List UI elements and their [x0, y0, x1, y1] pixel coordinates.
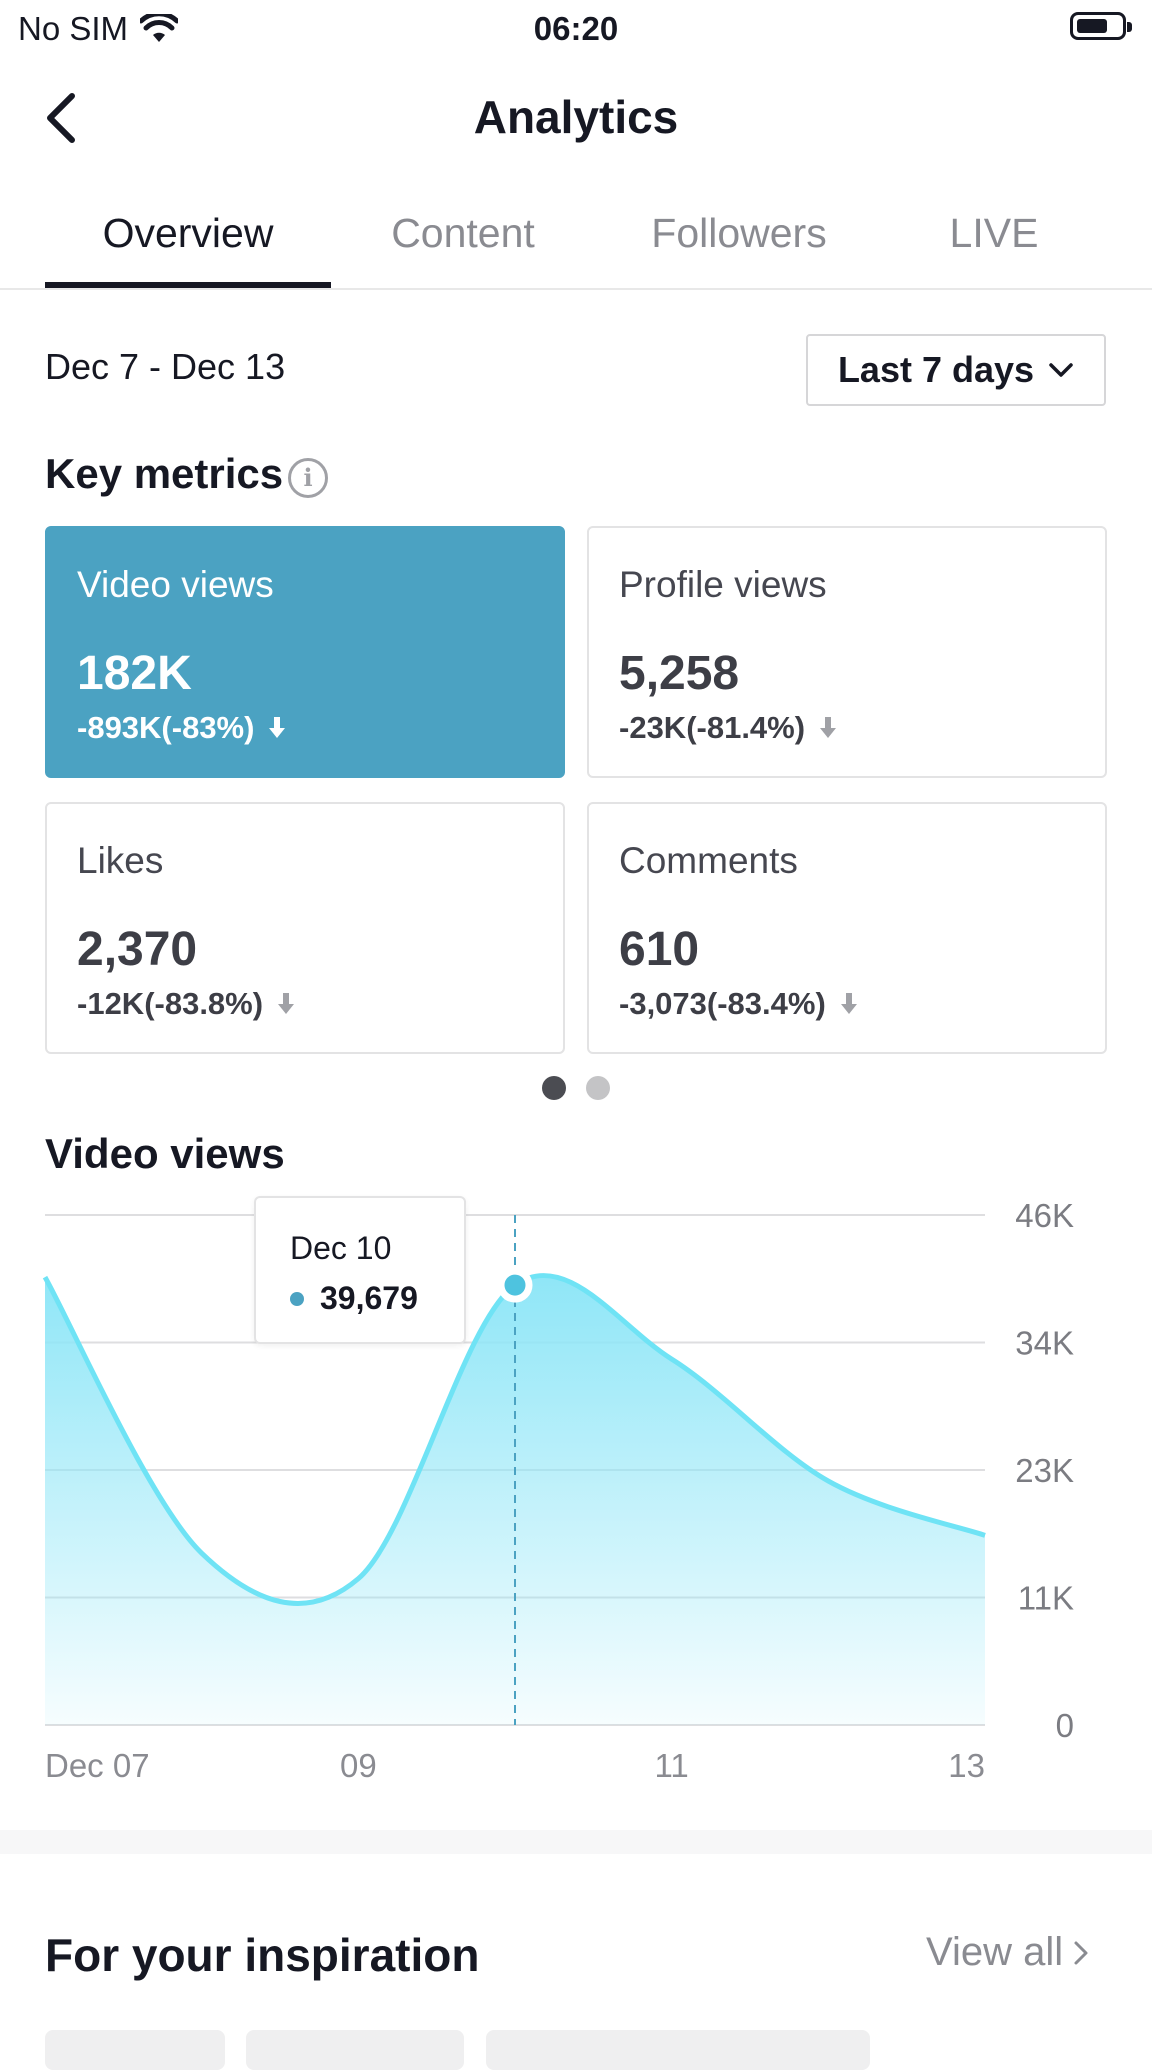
- active-tab-indicator: [45, 282, 331, 288]
- highlight-point[interactable]: [497, 1267, 533, 1303]
- chevron-down-icon: [1049, 363, 1073, 377]
- back-button[interactable]: [36, 88, 96, 148]
- page-title: Analytics: [473, 91, 679, 143]
- wifi-icon: [140, 14, 179, 42]
- key-metrics-title: Key metrics: [45, 450, 284, 497]
- metric-value: 182K: [77, 647, 192, 700]
- metric-label: Comments: [619, 840, 798, 881]
- metric-change-text: -23K(-81.4%): [619, 710, 806, 745]
- chart-title: Video views: [45, 1130, 285, 1177]
- carousel-dot[interactable]: [542, 1076, 566, 1100]
- arrow-down-icon: [840, 993, 857, 1014]
- metric-label: Likes: [77, 840, 164, 881]
- tooltip-value-row: 39,679: [290, 1280, 418, 1317]
- tab-live[interactable]: LIVE: [949, 210, 1039, 256]
- status-bar-left: No SIM: [18, 10, 179, 48]
- carrier-label: No SIM: [18, 10, 129, 47]
- chart-series-line: [42, 1273, 986, 1606]
- tab-overview[interactable]: Overview: [102, 210, 274, 256]
- tooltip-value: 39,679: [320, 1280, 418, 1316]
- metric-card-video-views[interactable]: Video views 182K -893K(-83%): [45, 526, 565, 778]
- view-all-label: View all: [926, 1930, 1064, 1974]
- metric-change: -12K(-83.8%): [77, 986, 295, 1022]
- tab-followers[interactable]: Followers: [651, 210, 827, 256]
- metric-value: 2,370: [77, 923, 198, 976]
- carousel-dot[interactable]: [586, 1076, 610, 1100]
- arrow-down-icon: [820, 717, 837, 738]
- inspiration-thumbnail[interactable]: [486, 2030, 870, 2070]
- y-tick-label: 46K: [1015, 1197, 1074, 1234]
- x-tick-label: 13: [948, 1747, 985, 1784]
- chevron-right-icon: [1074, 1941, 1088, 1964]
- tab-content[interactable]: Content: [391, 210, 535, 256]
- y-tick-label: 34K: [1015, 1325, 1074, 1362]
- metric-change-text: -12K(-83.8%): [77, 986, 264, 1021]
- metric-change-text: -3,073(-83.4%): [619, 986, 826, 1021]
- metric-value: 610: [619, 923, 700, 976]
- metric-change: -3,073(-83.4%): [619, 986, 858, 1022]
- section-divider: [0, 1830, 1152, 1854]
- status-time: 06:20: [533, 10, 619, 47]
- view-all-link[interactable]: View all: [926, 1930, 1089, 1975]
- chart-tooltip: Dec 10 39,679: [254, 1196, 466, 1344]
- battery-icon: [1070, 12, 1132, 40]
- metric-label: Profile views: [619, 564, 827, 605]
- y-tick-label: 11K: [1018, 1580, 1074, 1617]
- period-dropdown-value: Last 7 days: [837, 349, 1035, 390]
- carousel-dots: [542, 1076, 610, 1100]
- tab-bar: Overview Content Followers LIVE: [0, 200, 1152, 290]
- inspiration-thumbnail[interactable]: [45, 2030, 225, 2070]
- metric-change: -23K(-81.4%): [619, 710, 837, 746]
- metric-label: Video views: [77, 564, 274, 605]
- x-tick-label: 09: [340, 1747, 377, 1784]
- metric-value: 5,258: [619, 647, 740, 700]
- metric-card-likes[interactable]: Likes 2,370 -12K(-83.8%): [45, 802, 565, 1054]
- metric-change-text: -893K(-83%): [77, 710, 255, 745]
- video-views-chart[interactable]: 46K 34K 23K 11K 0 Dec 07 09 11 13: [0, 1180, 1152, 1800]
- arrow-down-icon: [269, 717, 286, 738]
- tooltip-date: Dec 10: [290, 1230, 392, 1266]
- metric-card-profile-views[interactable]: Profile views 5,258 -23K(-81.4%): [587, 526, 1107, 778]
- y-tick-label: 0: [1056, 1707, 1074, 1744]
- series-dot-icon: [290, 1291, 304, 1306]
- date-range: Dec 7 - Dec 13: [45, 346, 286, 387]
- info-icon[interactable]: i: [288, 458, 328, 498]
- x-tick-label: 11: [655, 1747, 689, 1784]
- inspiration-title: For your inspiration: [45, 1929, 480, 1981]
- metric-card-comments[interactable]: Comments 610 -3,073(-83.4%): [587, 802, 1107, 1054]
- y-tick-label: 23K: [1015, 1452, 1074, 1489]
- metric-change: -893K(-83%): [77, 710, 286, 746]
- arrow-down-icon: [278, 993, 295, 1014]
- x-tick-label: Dec 07: [45, 1747, 150, 1784]
- inspiration-thumbnail[interactable]: [246, 2030, 464, 2070]
- period-dropdown[interactable]: Last 7 days: [806, 334, 1106, 406]
- chevron-left-icon: [47, 93, 75, 143]
